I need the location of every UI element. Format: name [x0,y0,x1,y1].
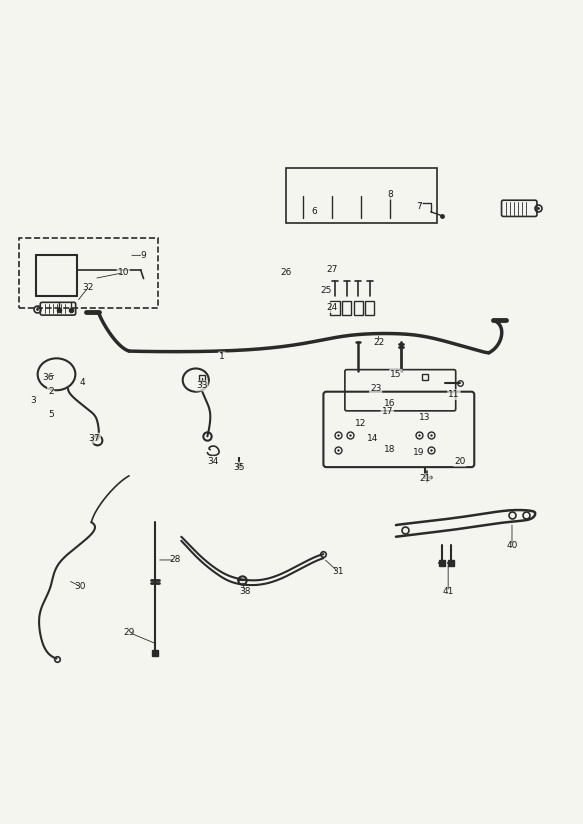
Text: 34: 34 [208,456,219,466]
Text: 40: 40 [506,541,518,550]
Text: 37: 37 [89,433,100,442]
Text: 25: 25 [321,286,332,295]
Text: 21: 21 [419,475,431,483]
Text: 7: 7 [416,202,422,210]
Text: 29: 29 [124,628,135,637]
Text: 30: 30 [74,582,86,591]
Bar [353,301,363,315]
Text: 24: 24 [326,303,338,312]
Text: 9: 9 [141,250,146,260]
Text: 19: 19 [413,448,425,457]
Bar [365,301,374,315]
Text: 17: 17 [381,408,393,416]
Text: 32: 32 [83,283,94,292]
Text: 35: 35 [234,462,245,471]
Text: 16: 16 [384,399,396,408]
Text: 13: 13 [419,414,431,423]
Text: 20: 20 [454,456,465,466]
Text: 36: 36 [42,372,54,382]
Text: 28: 28 [170,555,181,564]
Bar [342,301,352,315]
Text: 1: 1 [219,353,225,362]
Text: 3: 3 [30,396,36,405]
Text: 18: 18 [384,445,396,454]
Text: 12: 12 [356,419,367,428]
Text: 23: 23 [370,384,381,393]
Bar [331,301,340,315]
Text: 26: 26 [280,269,292,277]
Text: 27: 27 [326,265,338,274]
Text: 31: 31 [332,567,343,576]
Text: 10: 10 [118,269,129,277]
Text: 33: 33 [196,382,208,391]
Text: 38: 38 [240,588,251,597]
Text: 15: 15 [390,370,402,379]
Text: 41: 41 [442,588,454,597]
Text: 11: 11 [448,390,460,399]
Text: 8: 8 [387,190,393,199]
Text: 22: 22 [373,338,384,347]
Text: 6: 6 [312,208,318,217]
Text: 5: 5 [48,410,54,419]
Text: 2: 2 [48,387,54,396]
Text: 14: 14 [367,433,378,442]
Text: 4: 4 [80,378,86,387]
